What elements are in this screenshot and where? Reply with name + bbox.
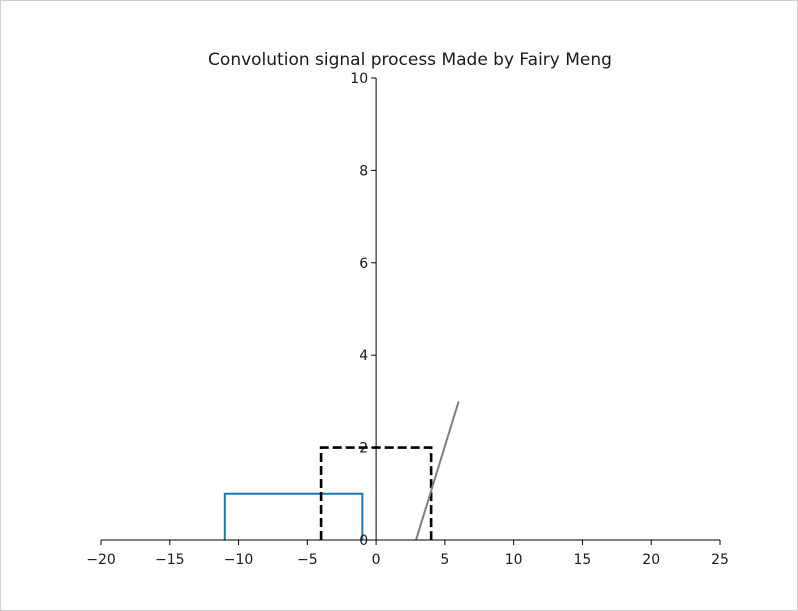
series-line-3 [415,401,460,541]
series-line-1 [223,492,364,540]
x-tick-label: −15 [155,552,185,568]
x-tick-label: 10 [505,552,523,568]
x-tick-label: −20 [86,552,116,568]
x-tick-label: 0 [372,552,381,568]
x-tick-label: −5 [297,552,318,568]
x-tick-label: 15 [574,552,592,568]
y-tick-label: 0 [359,533,368,549]
x-tick-label: 20 [642,552,660,568]
chart-title: Convolution signal process Made by Fairy… [208,50,612,70]
x-tick-label: 25 [711,552,729,568]
y-tick-label: 4 [359,348,368,364]
y-tick-label: 10 [350,71,368,87]
series-layer [223,401,460,541]
y-tick-label: 6 [359,256,368,272]
y-tick-label: 8 [359,163,368,179]
axes-layer: −20 −15 −10 −5 0 5 10 15 20 25 0 2 4 6 8 10 [86,71,729,568]
x-tick-label: −10 [224,552,254,568]
y-tick-label: 2 [359,441,368,457]
x-tick-label: 5 [440,552,449,568]
